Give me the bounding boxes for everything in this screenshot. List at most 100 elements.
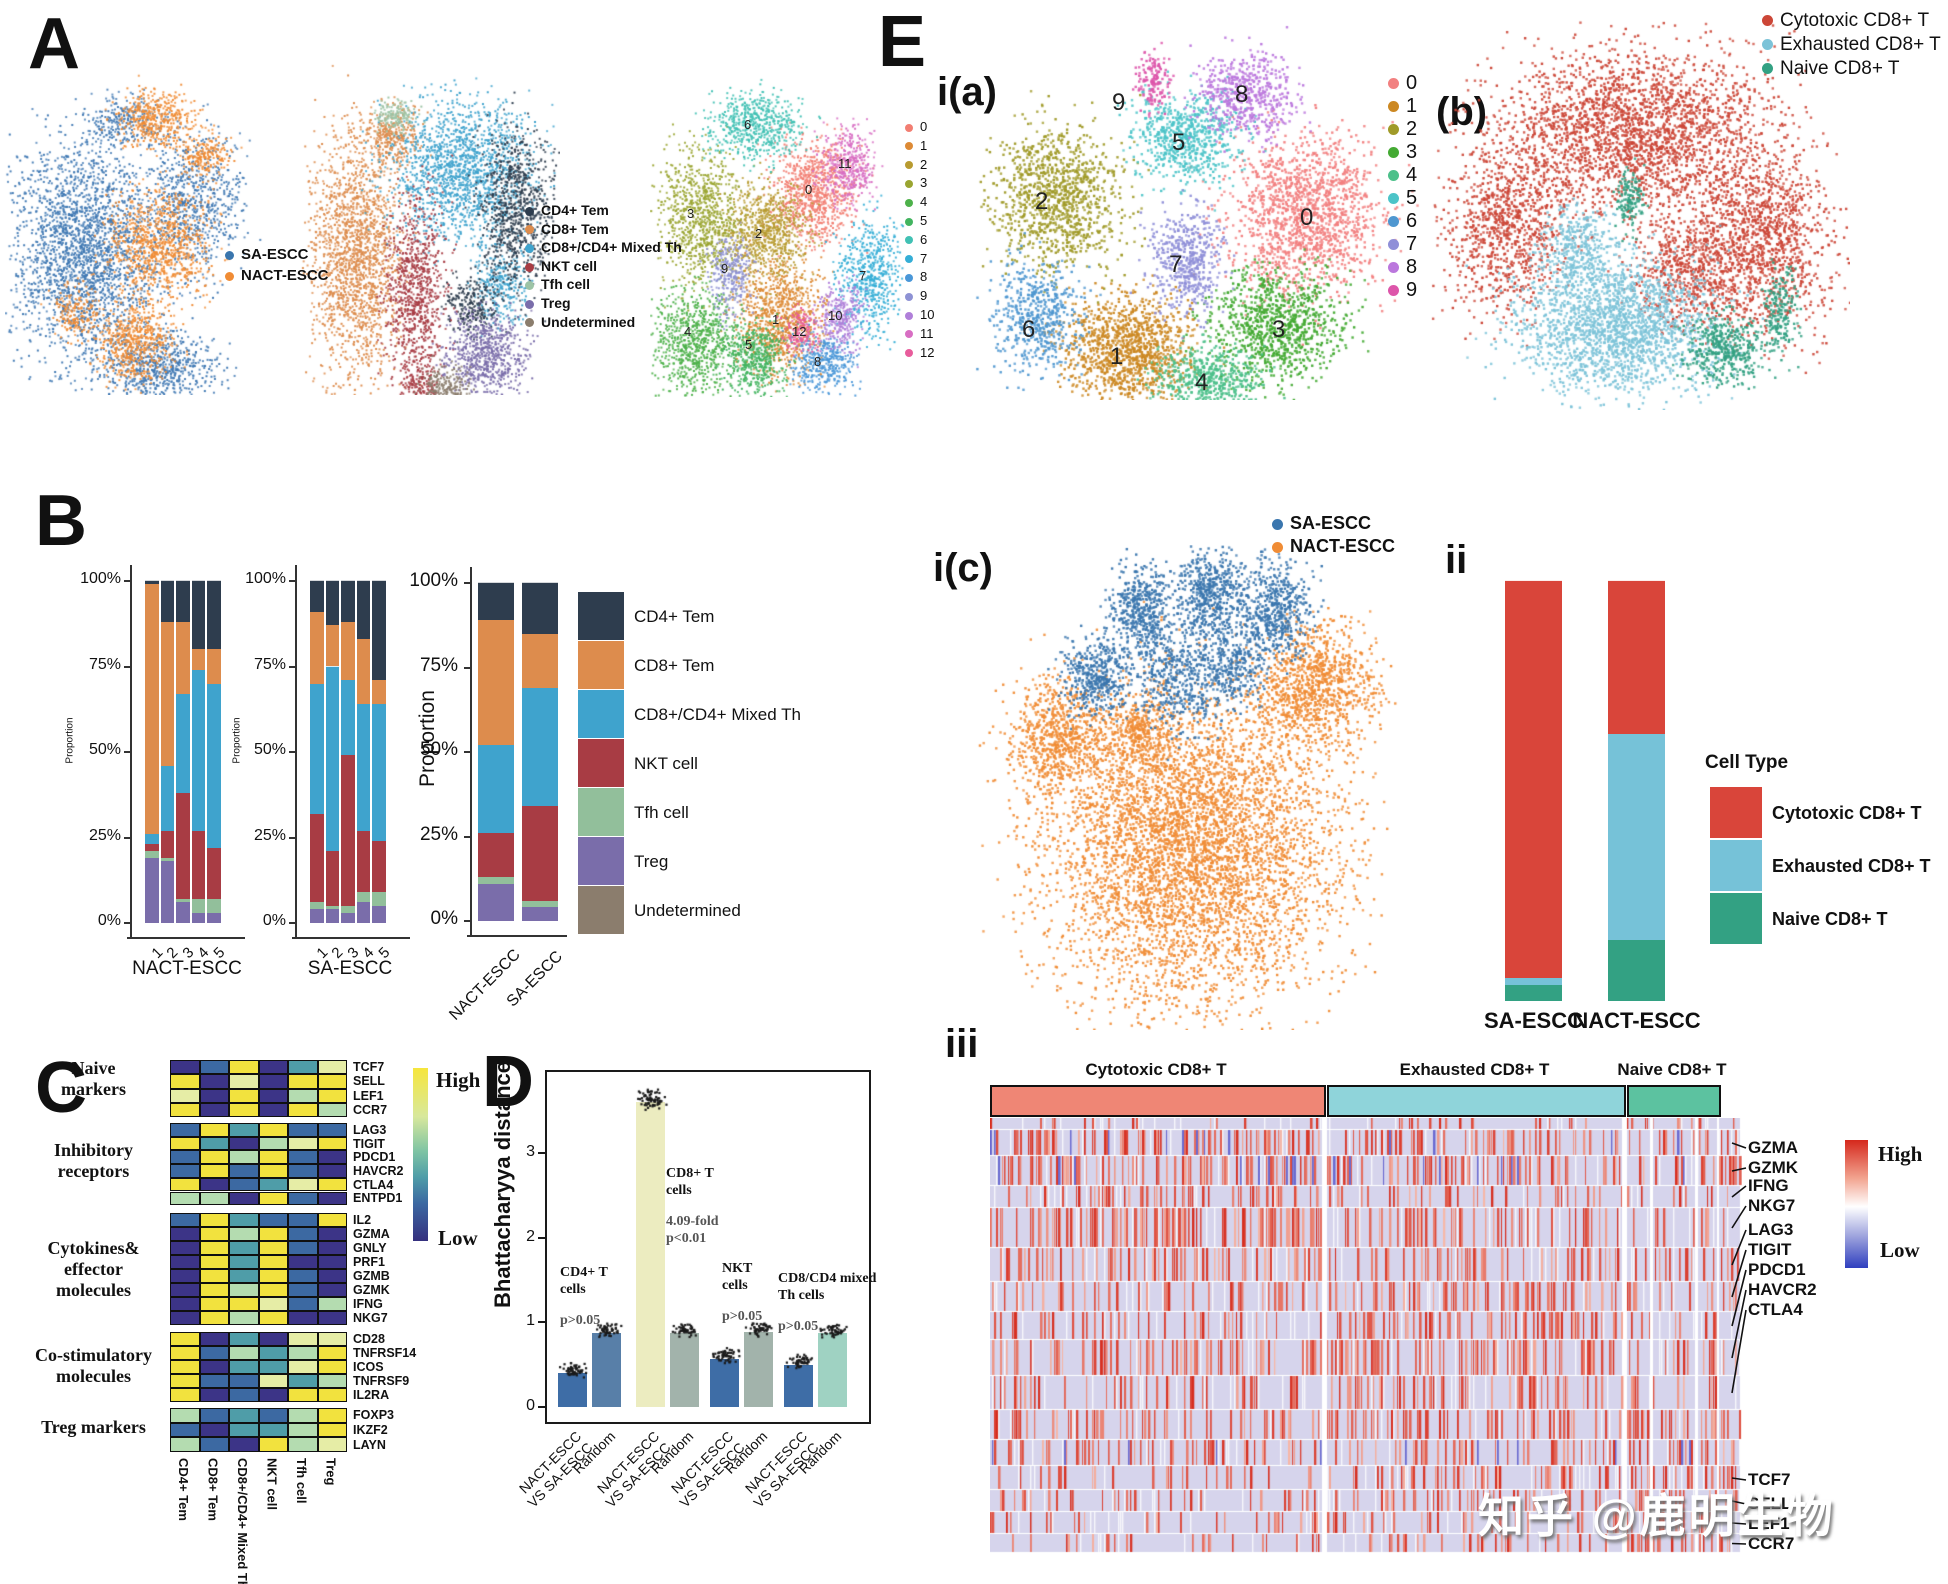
heatmap-cell: [229, 1437, 259, 1452]
bar-segment: [522, 632, 558, 688]
expression-colorbar: [1845, 1140, 1868, 1268]
heatmap-gene-label: CCR7: [353, 1103, 388, 1118]
a-cluster-legend-label: 12: [920, 344, 935, 360]
bar-segment: [341, 621, 355, 681]
expression-gene-label: GZMA: [1748, 1138, 1799, 1157]
heatmap-cell: [229, 1374, 259, 1388]
bar-segment: [325, 908, 339, 923]
heatmap-cell: [199, 1408, 229, 1423]
y-tick-mark: [289, 751, 295, 753]
colorbar-high-label: High: [436, 1068, 481, 1092]
bar-segment: [356, 703, 370, 831]
heatmap-cell: [288, 1408, 318, 1423]
cluster-number-label: 2: [1035, 187, 1049, 215]
heatmap-cell: [170, 1164, 200, 1178]
heatmap-cell: [199, 1123, 229, 1137]
cluster-number-label: 6: [1022, 315, 1036, 343]
heatmap-cell: [258, 1191, 288, 1206]
a-sample-legend-label: SA-ESCC: [241, 246, 309, 263]
heatmap-cell: [199, 1283, 229, 1297]
cluster-number-label: 5: [745, 337, 753, 353]
heatmap-cell: [317, 1297, 347, 1311]
composition-bar-segment: [1608, 939, 1665, 1001]
heatmap-cell: [229, 1297, 259, 1311]
y-tick-label: 50%: [419, 739, 458, 761]
heatmap-cell: [170, 1360, 200, 1374]
heatmap-cell: [288, 1191, 318, 1206]
bar-segment: [522, 582, 558, 634]
y-tick-label: 75%: [419, 654, 458, 676]
expression-gene-label: LEF1: [1748, 1514, 1790, 1533]
heatmap-cell: [229, 1191, 259, 1206]
heatmap-cell: [317, 1311, 347, 1325]
bar-segment: [191, 829, 205, 900]
a-cluster-legend-item: 4: [905, 194, 927, 209]
cluster-number-label: 7: [1169, 250, 1183, 278]
cluster-number-label: 9: [1112, 88, 1126, 116]
heatmap-cell: [288, 1088, 318, 1103]
heatmap-gene-label: CTLA4: [353, 1177, 394, 1192]
panel-d-letter: D: [482, 1042, 534, 1122]
heatmap-cell: [170, 1388, 200, 1402]
a-cluster-legend-swatch: [905, 311, 913, 320]
panel-b-letter: B: [35, 481, 87, 561]
y-tick-mark: [124, 751, 130, 753]
heatmap-cell: [170, 1255, 200, 1269]
heatmap-cell: [288, 1241, 318, 1255]
e-cluster-legend-label: 8: [1406, 256, 1418, 278]
composition-legend-swatch: [1710, 893, 1762, 944]
heatmap-cell: [170, 1332, 200, 1346]
b-legend-swatch: [578, 641, 624, 689]
heatmap-cell: [229, 1388, 259, 1402]
bar-segment: [191, 898, 205, 913]
e-cluster-legend-item: 0: [1388, 72, 1417, 95]
heatmap-cell: [258, 1074, 288, 1089]
heatmap-cell: [229, 1227, 259, 1241]
y-tick-label: 25%: [253, 826, 286, 844]
composition-bar-segment: [1608, 580, 1665, 735]
composition-bar-label: SA-ESCC: [1483, 1008, 1583, 1033]
heatmap-group-bar: [1627, 1085, 1721, 1117]
heatmap-cell: [170, 1297, 200, 1311]
e-sample-legend-label: NACT-ESCC: [1290, 536, 1396, 556]
heatmap-cell: [170, 1213, 200, 1227]
heatmap-column-label: CD8+ Tem: [205, 1458, 221, 1521]
bar-segment: [310, 610, 324, 684]
a-celltype-legend-swatch: [525, 318, 534, 328]
heatmap-gene-label: GZMA: [353, 1227, 390, 1241]
x-axis-line: [467, 935, 567, 937]
bar-segment: [372, 904, 386, 923]
a-celltype-legend-label: CD8+/CD4+ Mixed Th: [541, 239, 682, 256]
bar-segment: [176, 692, 190, 794]
heatmap-cell: [288, 1227, 318, 1241]
heatmap-cell: [258, 1297, 288, 1311]
heatmap-cell: [288, 1283, 318, 1297]
heatmap-cell: [170, 1074, 200, 1089]
heatmap-cell: [317, 1227, 347, 1241]
bar-segment: [207, 846, 221, 900]
bar-segment: [372, 891, 386, 906]
bar-segment: [145, 857, 159, 923]
a-cluster-legend-item: 5: [905, 213, 927, 228]
tsne-sample-plot: [5, 60, 295, 395]
heatmap-cell: [229, 1102, 259, 1118]
y-tick-mark: [124, 922, 130, 924]
heatmap-cell: [288, 1437, 318, 1452]
heatmap-cell: [199, 1191, 229, 1206]
heatmap-cell: [199, 1177, 229, 1192]
a-cluster-legend-swatch: [905, 330, 913, 339]
y-tick-mark: [464, 835, 470, 838]
y-tick-mark: [464, 666, 470, 669]
heatmap-cell: [317, 1408, 347, 1423]
y-tick-label: 0%: [430, 908, 458, 930]
heatmap-group-bar: [1327, 1085, 1626, 1117]
cluster-number-label: 11: [838, 156, 852, 172]
heatmap-cell: [199, 1074, 229, 1089]
heatmap-cell: [288, 1102, 318, 1118]
e-celltype-legend-label: Cytotoxic CD8+ T: [1780, 10, 1930, 31]
bar-segment: [207, 898, 221, 913]
e-celltype-legend-swatch: [1762, 63, 1773, 75]
y-tick-label: 25%: [419, 823, 458, 845]
y-axis-title: Proportion: [64, 717, 76, 764]
